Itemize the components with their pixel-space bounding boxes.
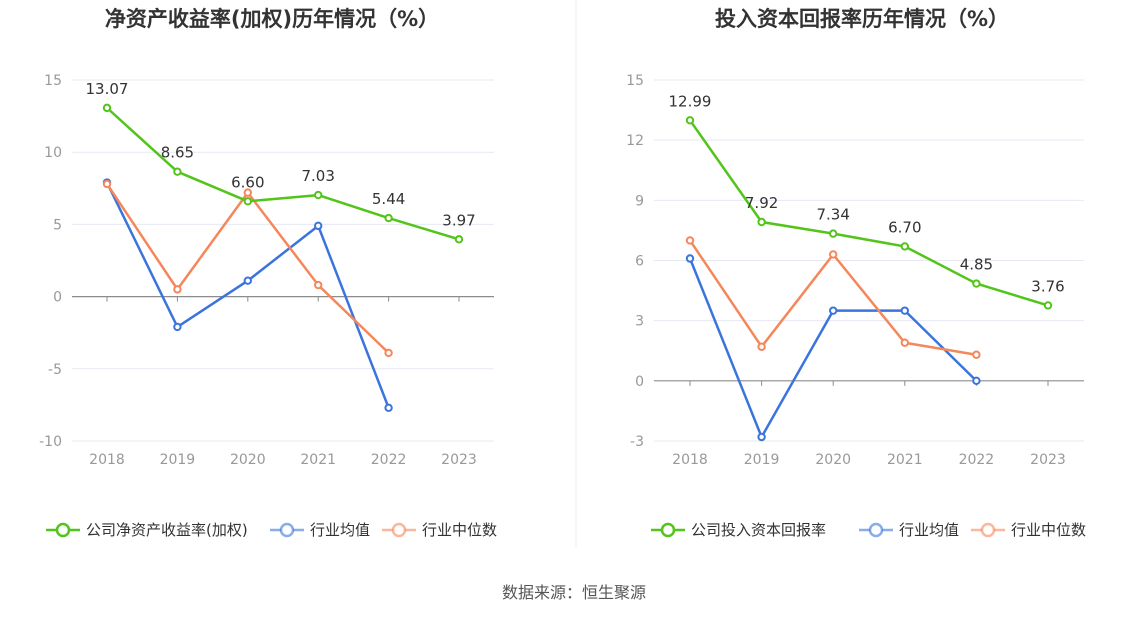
data-point: [173, 322, 182, 332]
roic-chart: 投入资本回报率历年情况（%） 15 12 9 6 3 0 -3 2018 2019 2020 2021…: [626, 7, 1086, 539]
x-tick-label: 2018: [672, 452, 708, 468]
data-label: 4.85: [960, 256, 993, 274]
y-tick-label: -3: [630, 434, 644, 450]
x-tick-label: 2019: [744, 452, 780, 468]
legend-marker: [55, 522, 71, 538]
x-tick-label: 2021: [300, 452, 336, 468]
legend-label: 行业均值: [310, 521, 370, 539]
legend-marker: [391, 522, 407, 538]
y-tick-label: 6: [635, 254, 644, 270]
y-tick-label: -10: [39, 434, 62, 450]
y-tick-label: 0: [635, 374, 644, 390]
y-tick-label: 12: [626, 133, 644, 149]
x-tick-label: 2020: [230, 452, 266, 468]
x-tick-label: 2019: [160, 452, 196, 468]
roe-chart: 净资产收益率(加权)历年情况（%） 15 10 5 0 -5 -10 2018 2019 2020…: [39, 7, 497, 539]
data-source: 数据来源：恒生聚源: [502, 583, 646, 602]
data-point: [757, 217, 766, 227]
y-tick-label: 0: [53, 290, 62, 306]
data-label: 13.07: [86, 80, 129, 98]
x-tick-label: 2020: [815, 452, 851, 468]
data-point: [900, 242, 909, 251]
chart-title: 净资产收益率(加权)历年情况（%）: [105, 7, 439, 31]
series-line: [688, 119, 1049, 307]
data-point: [900, 338, 909, 347]
data-point: [173, 285, 182, 294]
chart-title: 投入资本回报率历年情况（%）: [715, 7, 1009, 31]
y-tick-label: 3: [635, 314, 644, 330]
series-line: [106, 106, 460, 241]
data-label: 7.03: [301, 167, 334, 185]
legend-marker: [980, 522, 996, 538]
y-tick-label: 9: [635, 193, 644, 209]
legend-marker: [279, 522, 295, 538]
data-point: [384, 403, 393, 412]
series-line: [105, 181, 390, 409]
data-point: [685, 236, 695, 245]
data-point: [972, 350, 981, 359]
legend-label: 公司投入资本回报率: [691, 521, 826, 539]
legend-label: 公司净资产收益率(加权): [86, 521, 248, 539]
legend-label: 行业中位数: [422, 521, 497, 539]
data-point: [243, 197, 253, 206]
data-point: [972, 376, 981, 386]
y-tick-label: -5: [48, 362, 62, 378]
data-point: [102, 103, 112, 113]
x-tick-label: 2022: [371, 452, 407, 468]
data-label: 7.92: [745, 194, 778, 212]
data-label: 3.97: [442, 211, 475, 229]
data-point: [173, 167, 182, 176]
data-point: [384, 348, 393, 358]
y-tick-label: 10: [44, 145, 62, 161]
data-point: [314, 190, 323, 200]
x-tick-label: 2023: [441, 452, 477, 468]
data-point: [384, 213, 393, 223]
y-tick-label: 15: [44, 73, 62, 89]
y-tick-label: 5: [53, 217, 62, 233]
legend-label: 行业均值: [899, 521, 959, 539]
data-point: [454, 235, 464, 244]
data-point: [829, 306, 838, 315]
data-point: [243, 188, 253, 197]
data-label: 8.65: [161, 144, 194, 162]
data-point: [900, 306, 909, 315]
data-label: 6.60: [231, 173, 264, 191]
y-tick-label: 15: [626, 73, 644, 89]
data-point: [314, 221, 323, 231]
x-tick-label: 2021: [887, 452, 923, 468]
legend-marker: [660, 522, 676, 538]
data-point: [1043, 301, 1053, 310]
data-point: [829, 250, 838, 259]
data-point: [102, 179, 112, 189]
data-point: [972, 279, 981, 288]
x-tick-label: 2022: [959, 452, 995, 468]
data-point: [314, 280, 323, 290]
data-label: 12.99: [669, 92, 712, 110]
data-point: [757, 432, 766, 442]
data-label: 3.76: [1031, 277, 1064, 295]
data-point: [757, 342, 766, 351]
x-tick-label: 2018: [89, 452, 125, 468]
data-label: 6.70: [888, 218, 921, 236]
data-point: [829, 229, 838, 238]
legend-label: 行业中位数: [1011, 521, 1086, 539]
data-label: 5.44: [372, 190, 405, 208]
data-label: 7.34: [816, 206, 849, 224]
legend-marker: [868, 522, 884, 538]
data-point: [243, 276, 253, 285]
x-tick-label: 2023: [1030, 452, 1066, 468]
data-point: [685, 116, 695, 125]
data-point: [685, 254, 695, 263]
